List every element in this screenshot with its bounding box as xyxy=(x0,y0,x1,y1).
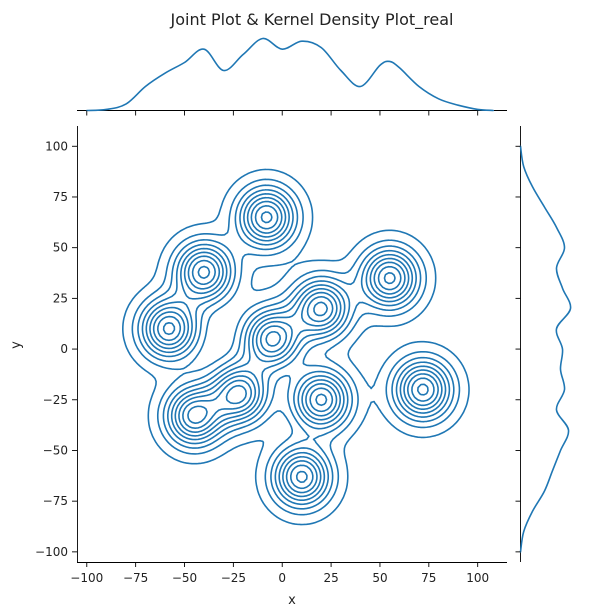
x-tick-label: −75 xyxy=(123,571,148,585)
kde-contour-level xyxy=(149,196,443,498)
y-tick-label: 25 xyxy=(53,291,68,305)
y-tick-label: −75 xyxy=(43,494,68,508)
y-tick-label: −100 xyxy=(35,545,68,559)
main-kde-panel: −100 −75 −50 −25 0 25 50 75 100 −100 −75 −50 −25 0 25… xyxy=(35,110,521,585)
y-axis-ticks: −100 −75 −50 −25 0 25 50 75 100 xyxy=(35,139,77,559)
marginal-y-density-curve xyxy=(519,145,572,553)
x-tick-label: 75 xyxy=(421,571,436,585)
x-tick-label: 0 xyxy=(278,571,286,585)
kde-contour-level xyxy=(122,168,470,526)
marginal-x-density-curve xyxy=(86,37,495,112)
x-tick-label: −50 xyxy=(172,571,197,585)
y-tick-label: −25 xyxy=(43,393,68,407)
y-tick-label: 100 xyxy=(45,139,68,153)
x-axis-label: x xyxy=(288,593,296,608)
marginal-x-panel xyxy=(77,37,507,112)
kde-contour-level xyxy=(131,178,461,516)
y-tick-label: 75 xyxy=(53,190,68,204)
x-tick-label: −100 xyxy=(70,571,103,585)
kde-contour-level xyxy=(157,205,435,490)
y-tick-label: 50 xyxy=(53,241,68,255)
y-tick-label: −50 xyxy=(43,443,68,457)
marginal-axis-ticks xyxy=(86,110,521,553)
x-tick-label: −25 xyxy=(221,571,246,585)
kde-contours xyxy=(122,168,470,526)
chart-title: Joint Plot & Kernel Density Plot_real xyxy=(170,10,454,30)
x-tick-label: 25 xyxy=(323,571,338,585)
x-axis-ticks: −100 −75 −50 −25 0 25 50 75 100 xyxy=(70,562,489,585)
kde-contour-level xyxy=(162,211,429,483)
y-axis-label: y xyxy=(9,341,24,349)
kde-contour-level xyxy=(152,200,439,494)
kde-contour-level xyxy=(137,184,455,510)
kde-contour-level xyxy=(145,193,447,502)
x-tick-label: 100 xyxy=(466,571,489,585)
y-tick-label: 0 xyxy=(60,342,68,356)
kde-contour-level xyxy=(141,189,451,506)
marginal-y-panel xyxy=(519,126,572,562)
x-tick-label: 50 xyxy=(372,571,387,585)
